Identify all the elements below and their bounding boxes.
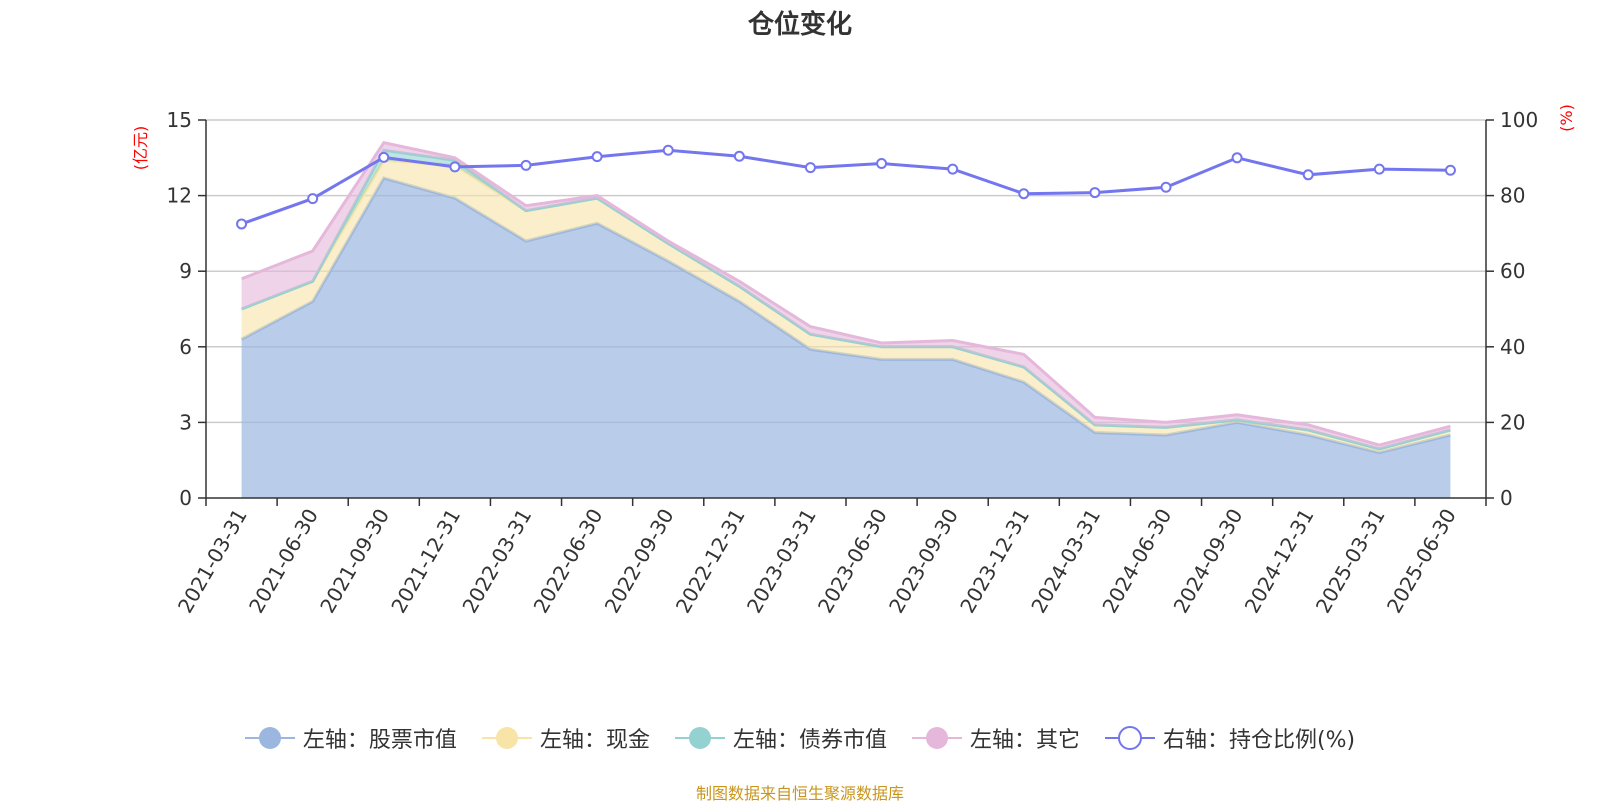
legend: 左轴：股票市值 左轴：现金 左轴：债券市值 左轴：其它 右轴：持仓比例(%) <box>0 722 1600 757</box>
ratio-point <box>378 151 390 163</box>
ratio-point <box>1373 163 1385 175</box>
legend-marker-bond <box>674 727 725 749</box>
legend-marker-ratio <box>1104 726 1155 750</box>
right-axis-tick-label: 80 <box>1500 184 1525 208</box>
legend-label-stock: 左轴：股票市值 <box>302 728 457 753</box>
legend-marker-other <box>911 727 962 749</box>
x-axis-tick-label: 2024-12-31 <box>1240 505 1319 618</box>
x-axis-tick-label: 2022-06-30 <box>529 505 608 618</box>
x-axis-tick-label: 2022-03-31 <box>457 505 536 618</box>
area-series <box>241 160 1451 453</box>
left-axis-tick-label: 9 <box>179 259 192 283</box>
left-axis-tick-label: 15 <box>167 108 192 132</box>
ratio-point <box>236 218 248 230</box>
left-axis-tick-label: 6 <box>179 335 192 359</box>
legend-label-cash: 左轴：现金 <box>539 728 650 753</box>
left-axis-tick-label: 12 <box>167 184 192 208</box>
ratio-line <box>236 144 1456 230</box>
legend-label-ratio: 右轴：持仓比例(%) <box>1162 728 1356 753</box>
right-axis-tick-label: 100 <box>1500 108 1538 132</box>
x-axis-tick-label: 2022-12-31 <box>671 505 750 618</box>
ratio-point <box>1302 169 1314 181</box>
ratio-point <box>1089 187 1101 199</box>
ratio-point <box>1018 188 1030 200</box>
ratio-point <box>520 159 532 171</box>
x-axis-tick-label: 2024-06-30 <box>1097 505 1176 618</box>
legend-item-bond[interactable]: 左轴：债券市值 <box>674 722 887 754</box>
legend-label-bond: 左轴：债券市值 <box>732 728 887 753</box>
source-note: 制图数据来自恒生聚源数据库 <box>695 784 904 803</box>
ratio-point <box>804 162 816 174</box>
legend-item-stock[interactable]: 左轴：股票市值 <box>244 722 457 754</box>
x-axis-tick-label: 2022-09-30 <box>600 505 679 618</box>
right-axis-tick-label: 40 <box>1500 335 1525 359</box>
legend-label-other: 左轴：其它 <box>969 728 1080 753</box>
legend-item-cash[interactable]: 左轴：现金 <box>481 722 650 754</box>
ratio-point <box>449 161 461 173</box>
legend-marker-cash <box>481 727 532 749</box>
legend-marker-stock <box>244 727 295 749</box>
x-axis-tick-label: 2023-06-30 <box>813 505 892 618</box>
x-axis-tick-label: 2021-06-30 <box>244 505 323 618</box>
x-axis-tick-label: 2024-03-31 <box>1026 505 1105 618</box>
legend-item-other[interactable]: 左轴：其它 <box>911 722 1080 754</box>
left-axis-unit: (亿元) <box>131 126 150 171</box>
left-axis-tick-label: 3 <box>179 410 192 434</box>
x-axis-tick-label: 2021-12-31 <box>386 505 465 618</box>
ratio-point <box>733 150 745 162</box>
x-axis-tick-label: 2021-09-30 <box>315 505 394 618</box>
legend-item-ratio[interactable]: 右轴：持仓比例(%) <box>1104 722 1356 754</box>
area-series <box>241 178 1451 498</box>
x-axis-tick-label: 2023-09-30 <box>884 505 963 618</box>
ratio-line-path <box>241 148 1451 226</box>
ratio-point <box>662 144 674 156</box>
ratio-point <box>947 163 959 175</box>
ratio-point <box>876 157 888 169</box>
right-axis-unit: (%) <box>1557 104 1576 132</box>
x-axis-tick-label: 2023-03-31 <box>742 505 821 618</box>
left-axis-tick-label: 0 <box>179 486 192 510</box>
x-axis-tick-label: 2024-09-30 <box>1169 505 1248 618</box>
x-axis-tick-label: 2023-12-31 <box>955 505 1034 618</box>
right-axis-tick-label: 20 <box>1500 410 1525 434</box>
ratio-point <box>1444 164 1456 176</box>
ratio-point <box>591 151 603 163</box>
ratio-point <box>1160 181 1172 193</box>
x-axis-tick-label: 2021-03-31 <box>173 505 252 618</box>
chart-title: 仓位变化 <box>747 10 852 40</box>
ratio-point <box>1231 152 1243 164</box>
ratio-point <box>307 193 319 205</box>
area-series-edge <box>241 141 1451 447</box>
x-axis-tick-label: 2025-06-30 <box>1382 505 1461 618</box>
right-axis-tick-label: 0 <box>1500 486 1513 510</box>
x-axis-tick-label: 2025-03-31 <box>1311 505 1390 618</box>
right-axis-tick-label: 60 <box>1500 259 1525 283</box>
